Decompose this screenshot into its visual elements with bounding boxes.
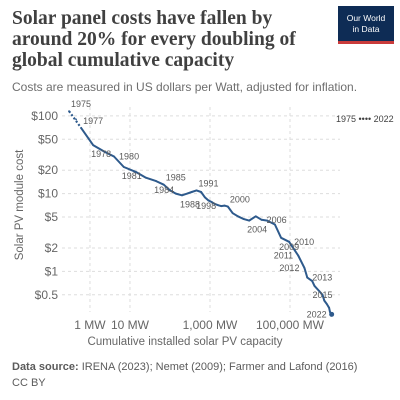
grid-lines [62, 107, 340, 312]
data-source: Data source: IRENA (2023); Nemet (2009);… [12, 361, 357, 373]
data-point-1988 [181, 194, 183, 197]
year-label: 2015 [313, 290, 333, 300]
data-point-2014 [311, 280, 314, 282]
y-tick-label: $1 [45, 264, 59, 278]
year-label: 2012 [279, 263, 299, 273]
data-point-1979 [102, 150, 105, 153]
year-label: 2011 [274, 250, 293, 260]
time-range-legend: 1975 •••• 2022 [336, 114, 394, 124]
data-point-2020 [328, 306, 331, 309]
x-tick-label: 1,000 MW [183, 318, 238, 332]
data-point-2000 [226, 205, 229, 208]
chart-title: Solar panel costs have fallen by around … [12, 8, 296, 71]
x-tick-label: 10 MW [111, 318, 150, 332]
data-point-1981 [122, 166, 125, 168]
year-label: 2006 [267, 215, 287, 225]
logo-line-2: in Data [352, 24, 380, 34]
y-tick-label: $5 [45, 210, 59, 224]
data-point-1998 [220, 205, 223, 208]
year-label: 1977 [83, 116, 103, 126]
x-tick-label: 100,000 MW [256, 318, 325, 332]
y-tick-label: $20 [38, 163, 58, 177]
x-axis-label: Cumulative installed solar PV capacity [88, 336, 283, 348]
data-point-1987 [174, 192, 177, 195]
data-point-2009 [280, 236, 283, 239]
year-label: 2004 [247, 225, 267, 235]
data-point-2015 [313, 284, 316, 287]
data-point-2010 [288, 240, 291, 243]
series-layer [68, 110, 335, 317]
year-label: 2000 [230, 195, 250, 205]
data-point-1993 [203, 196, 206, 199]
series-line [80, 127, 333, 315]
year-label: 1984 [154, 185, 174, 195]
data-point-2004 [248, 219, 250, 222]
year-label: 1985 [166, 173, 186, 183]
data-point-1989 [186, 192, 189, 195]
series-line-start [68, 110, 82, 129]
year-label: 1978 [91, 149, 111, 159]
data-point-2016 [318, 290, 321, 293]
chart-subtitle: Costs are measured in US dollars per Wat… [12, 80, 358, 94]
data-point-1990 [190, 191, 193, 193]
year-label: 2010 [294, 237, 314, 247]
data-point-1991 [195, 189, 198, 192]
data-point-1999 [223, 204, 226, 207]
data-point-2006 [260, 218, 263, 221]
data-point-2007 [266, 219, 269, 222]
data-point-2005 [254, 215, 257, 218]
year-label: 1991 [198, 178, 218, 188]
owid-logo[interactable]: Our World in Data [338, 6, 394, 44]
data-point-2003 [242, 218, 245, 220]
series-end-marker [329, 311, 335, 317]
data-point-1977 [80, 127, 82, 129]
data-point-1992 [200, 191, 203, 193]
data-point-2008 [274, 223, 276, 226]
data-source-label: Data source: [12, 361, 79, 373]
data-point-1978 [92, 144, 95, 147]
data-point-2013 [306, 276, 309, 279]
data-point-1997 [217, 204, 220, 207]
year-label: 1998 [196, 201, 216, 211]
data-point-2011 [297, 254, 300, 257]
data-point-1983 [144, 176, 147, 179]
data-point-1980 [113, 155, 115, 158]
data-point-1975 [68, 110, 70, 113]
x-tick-label: 1 MW [74, 318, 106, 332]
data-point-1982 [134, 171, 137, 173]
data-point-1986 [169, 189, 171, 192]
year-label: 1980 [119, 152, 139, 162]
data-point-1994 [207, 199, 210, 202]
y-tick-label: $0.5 [35, 288, 59, 302]
y-tick-label: $2 [45, 241, 59, 255]
data-point-1996 [213, 202, 216, 205]
year-label: 2013 [312, 273, 332, 283]
year-label: 1975 [71, 99, 91, 109]
data-point-2012 [303, 267, 306, 270]
data-point-2002 [237, 215, 239, 218]
year-label: 2022 [307, 309, 327, 319]
y-tick-label: $100 [31, 109, 58, 123]
y-axis-label: Solar PV module cost [14, 149, 26, 260]
data-point-1976 [75, 118, 77, 121]
axis-ticks: $100 $50 $20 $10 $5 $2 $1 $0.5 1 MW 10 MW 1,000 MW… [31, 109, 324, 332]
data-point-1995 [210, 201, 213, 203]
data-point-1985 [162, 183, 165, 186]
year-label: 1988 [180, 199, 200, 209]
year-label: 1981 [122, 171, 142, 181]
data-point-1984 [155, 180, 158, 182]
logo-line-1: Our World [346, 13, 386, 23]
data-point-2018 [323, 299, 326, 302]
data-source-text: IRENA (2023); Nemet (2009); Farmer and L… [81, 361, 358, 373]
y-tick-label: $10 [38, 187, 58, 201]
data-point-2017 [321, 293, 324, 296]
year-label: 2009 [279, 242, 299, 252]
y-tick-label: $50 [38, 132, 58, 146]
license: CC BY [12, 377, 46, 389]
data-point-2019 [325, 303, 328, 305]
annotations: 1975 1977 1978 1980 1981 1984 1985 1988 1991 1998… [71, 99, 332, 319]
data-point-2001 [231, 212, 234, 215]
